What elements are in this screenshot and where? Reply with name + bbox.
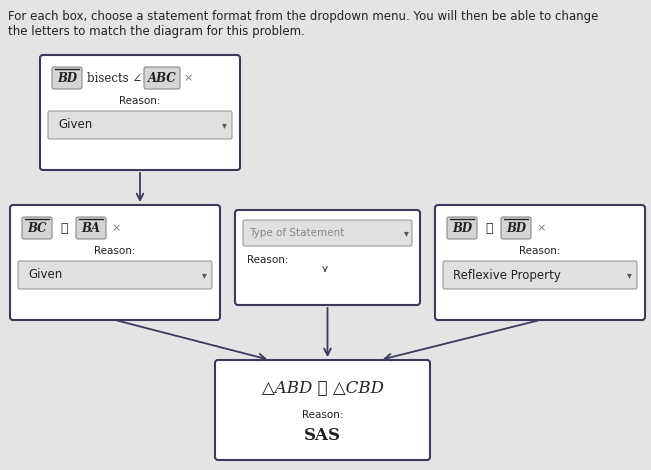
Text: ▾: ▾ bbox=[626, 270, 631, 280]
FancyBboxPatch shape bbox=[18, 261, 212, 289]
Text: BC: BC bbox=[27, 221, 47, 235]
Text: ×: × bbox=[536, 223, 546, 233]
Text: Type of Statement: Type of Statement bbox=[249, 228, 344, 238]
FancyBboxPatch shape bbox=[215, 360, 430, 460]
Text: BD: BD bbox=[506, 221, 526, 235]
FancyBboxPatch shape bbox=[443, 261, 637, 289]
FancyBboxPatch shape bbox=[235, 210, 420, 305]
Text: ×: × bbox=[111, 223, 120, 233]
Text: ≅: ≅ bbox=[60, 221, 68, 235]
FancyBboxPatch shape bbox=[48, 111, 232, 139]
FancyBboxPatch shape bbox=[76, 217, 106, 239]
Text: ▾: ▾ bbox=[221, 120, 227, 130]
Text: ▾: ▾ bbox=[202, 270, 206, 280]
FancyBboxPatch shape bbox=[435, 205, 645, 320]
Text: BD: BD bbox=[452, 221, 472, 235]
Text: ≅: ≅ bbox=[485, 221, 493, 235]
Text: SAS: SAS bbox=[304, 428, 341, 445]
FancyBboxPatch shape bbox=[10, 205, 220, 320]
Text: Given: Given bbox=[58, 118, 92, 132]
Text: Reason:: Reason: bbox=[302, 410, 343, 420]
FancyBboxPatch shape bbox=[52, 67, 82, 89]
Text: ABC: ABC bbox=[148, 71, 176, 85]
Text: Given: Given bbox=[28, 268, 62, 282]
FancyBboxPatch shape bbox=[447, 217, 477, 239]
Text: Reason:: Reason: bbox=[119, 96, 161, 106]
Text: Reflexive Property: Reflexive Property bbox=[453, 268, 561, 282]
Text: Reason:: Reason: bbox=[247, 255, 288, 265]
Text: ×: × bbox=[184, 73, 193, 83]
Text: Reason:: Reason: bbox=[519, 246, 561, 256]
FancyBboxPatch shape bbox=[144, 67, 180, 89]
Text: ▾: ▾ bbox=[404, 228, 408, 238]
Text: For each box, choose a statement format from the dropdown menu. You will then be: For each box, choose a statement format … bbox=[8, 10, 598, 38]
FancyBboxPatch shape bbox=[40, 55, 240, 170]
FancyBboxPatch shape bbox=[22, 217, 52, 239]
Text: BD: BD bbox=[57, 71, 77, 85]
Text: △ABD ≅ △CBD: △ABD ≅ △CBD bbox=[262, 379, 383, 397]
FancyBboxPatch shape bbox=[501, 217, 531, 239]
Text: bisects ∠: bisects ∠ bbox=[87, 71, 143, 85]
FancyBboxPatch shape bbox=[243, 220, 412, 246]
Text: BA: BA bbox=[81, 221, 100, 235]
Text: Reason:: Reason: bbox=[94, 246, 136, 256]
